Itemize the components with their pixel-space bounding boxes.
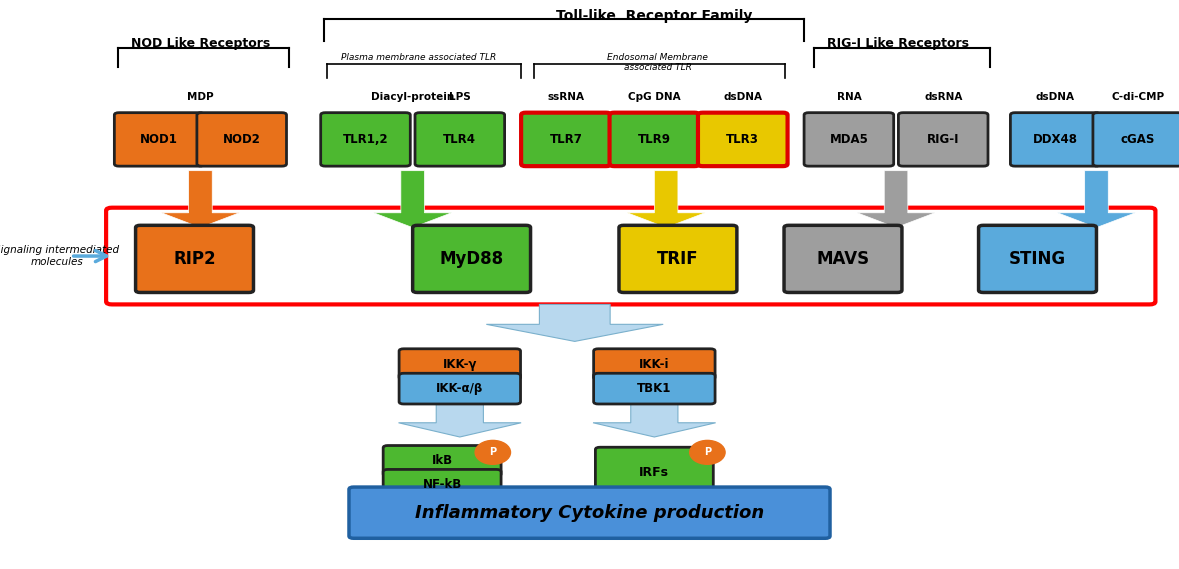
Text: CpG DNA: CpG DNA bbox=[628, 92, 680, 102]
Text: TLR3: TLR3 bbox=[726, 133, 759, 146]
FancyBboxPatch shape bbox=[383, 469, 501, 500]
Text: ssRNA: ssRNA bbox=[547, 92, 585, 102]
FancyBboxPatch shape bbox=[349, 487, 830, 538]
FancyBboxPatch shape bbox=[399, 349, 521, 380]
Text: C-di-CMP: C-di-CMP bbox=[1111, 92, 1165, 102]
Text: STING: STING bbox=[1009, 250, 1066, 268]
FancyBboxPatch shape bbox=[415, 113, 505, 166]
Text: IkB: IkB bbox=[432, 455, 453, 467]
Text: Diacyl-protein: Diacyl-protein bbox=[371, 92, 454, 102]
FancyBboxPatch shape bbox=[979, 225, 1096, 292]
Text: RIP2: RIP2 bbox=[173, 250, 216, 268]
Text: P: P bbox=[489, 447, 496, 457]
Text: TRIF: TRIF bbox=[657, 250, 699, 268]
Text: TLR9: TLR9 bbox=[638, 133, 671, 146]
FancyBboxPatch shape bbox=[594, 373, 714, 404]
Text: TLR4: TLR4 bbox=[443, 133, 476, 146]
FancyBboxPatch shape bbox=[698, 113, 788, 166]
FancyBboxPatch shape bbox=[784, 225, 902, 292]
Text: NOD2: NOD2 bbox=[223, 133, 261, 146]
Text: RIG-I: RIG-I bbox=[927, 133, 960, 146]
Polygon shape bbox=[1058, 171, 1135, 228]
Text: P: P bbox=[704, 447, 711, 457]
Text: NOD1: NOD1 bbox=[140, 133, 178, 146]
FancyBboxPatch shape bbox=[595, 447, 713, 497]
Text: DDX48: DDX48 bbox=[1033, 133, 1078, 146]
FancyBboxPatch shape bbox=[106, 208, 1155, 304]
Text: MAVS: MAVS bbox=[816, 250, 870, 268]
FancyBboxPatch shape bbox=[1010, 113, 1100, 166]
FancyBboxPatch shape bbox=[321, 113, 410, 166]
Text: MyD88: MyD88 bbox=[440, 250, 503, 268]
Polygon shape bbox=[857, 171, 935, 228]
Polygon shape bbox=[593, 403, 716, 437]
Polygon shape bbox=[374, 171, 452, 228]
FancyBboxPatch shape bbox=[594, 349, 714, 380]
Text: IKK-α/β: IKK-α/β bbox=[436, 382, 483, 395]
FancyBboxPatch shape bbox=[136, 225, 253, 292]
Ellipse shape bbox=[690, 440, 725, 464]
Text: IRFs: IRFs bbox=[639, 466, 670, 479]
FancyBboxPatch shape bbox=[610, 113, 699, 166]
Text: LPS: LPS bbox=[449, 92, 470, 102]
FancyBboxPatch shape bbox=[898, 113, 988, 166]
FancyBboxPatch shape bbox=[197, 113, 286, 166]
Polygon shape bbox=[162, 171, 239, 228]
FancyBboxPatch shape bbox=[521, 113, 611, 166]
Text: Endosomal Membrane
associated TLR: Endosomal Membrane associated TLR bbox=[607, 53, 709, 72]
FancyBboxPatch shape bbox=[399, 373, 521, 404]
FancyBboxPatch shape bbox=[114, 113, 204, 166]
Text: IKK-i: IKK-i bbox=[639, 358, 670, 370]
Polygon shape bbox=[486, 304, 663, 341]
Text: TLR7: TLR7 bbox=[549, 133, 582, 146]
Text: TLR1,2: TLR1,2 bbox=[343, 133, 388, 146]
FancyBboxPatch shape bbox=[1093, 113, 1179, 166]
FancyBboxPatch shape bbox=[804, 113, 894, 166]
Text: dsRNA: dsRNA bbox=[924, 92, 962, 102]
FancyBboxPatch shape bbox=[619, 225, 737, 292]
Ellipse shape bbox=[475, 440, 511, 464]
Polygon shape bbox=[399, 403, 521, 437]
Text: NOD Like Receptors: NOD Like Receptors bbox=[131, 37, 270, 50]
Text: NF-kB: NF-kB bbox=[422, 479, 462, 491]
Text: RNA: RNA bbox=[837, 92, 861, 102]
Text: IKK-γ: IKK-γ bbox=[442, 358, 477, 370]
Polygon shape bbox=[627, 171, 705, 228]
Text: cGAS: cGAS bbox=[1120, 133, 1155, 146]
FancyBboxPatch shape bbox=[413, 225, 531, 292]
Text: TBK1: TBK1 bbox=[637, 382, 672, 395]
Text: MDA5: MDA5 bbox=[830, 133, 868, 146]
Text: dsDNA: dsDNA bbox=[1035, 92, 1075, 102]
Text: RIG-I Like Receptors: RIG-I Like Receptors bbox=[828, 37, 969, 50]
Text: Plasma membrane associated TLR: Plasma membrane associated TLR bbox=[341, 53, 496, 62]
FancyBboxPatch shape bbox=[383, 446, 501, 476]
Text: MDP: MDP bbox=[187, 92, 213, 102]
Text: Signaling intermediated
molecules: Signaling intermediated molecules bbox=[0, 245, 119, 267]
Text: Inflammatory Cytokine production: Inflammatory Cytokine production bbox=[415, 504, 764, 522]
Text: Toll-like  Receptor Family: Toll-like Receptor Family bbox=[556, 9, 752, 23]
Text: dsDNA: dsDNA bbox=[723, 92, 763, 102]
